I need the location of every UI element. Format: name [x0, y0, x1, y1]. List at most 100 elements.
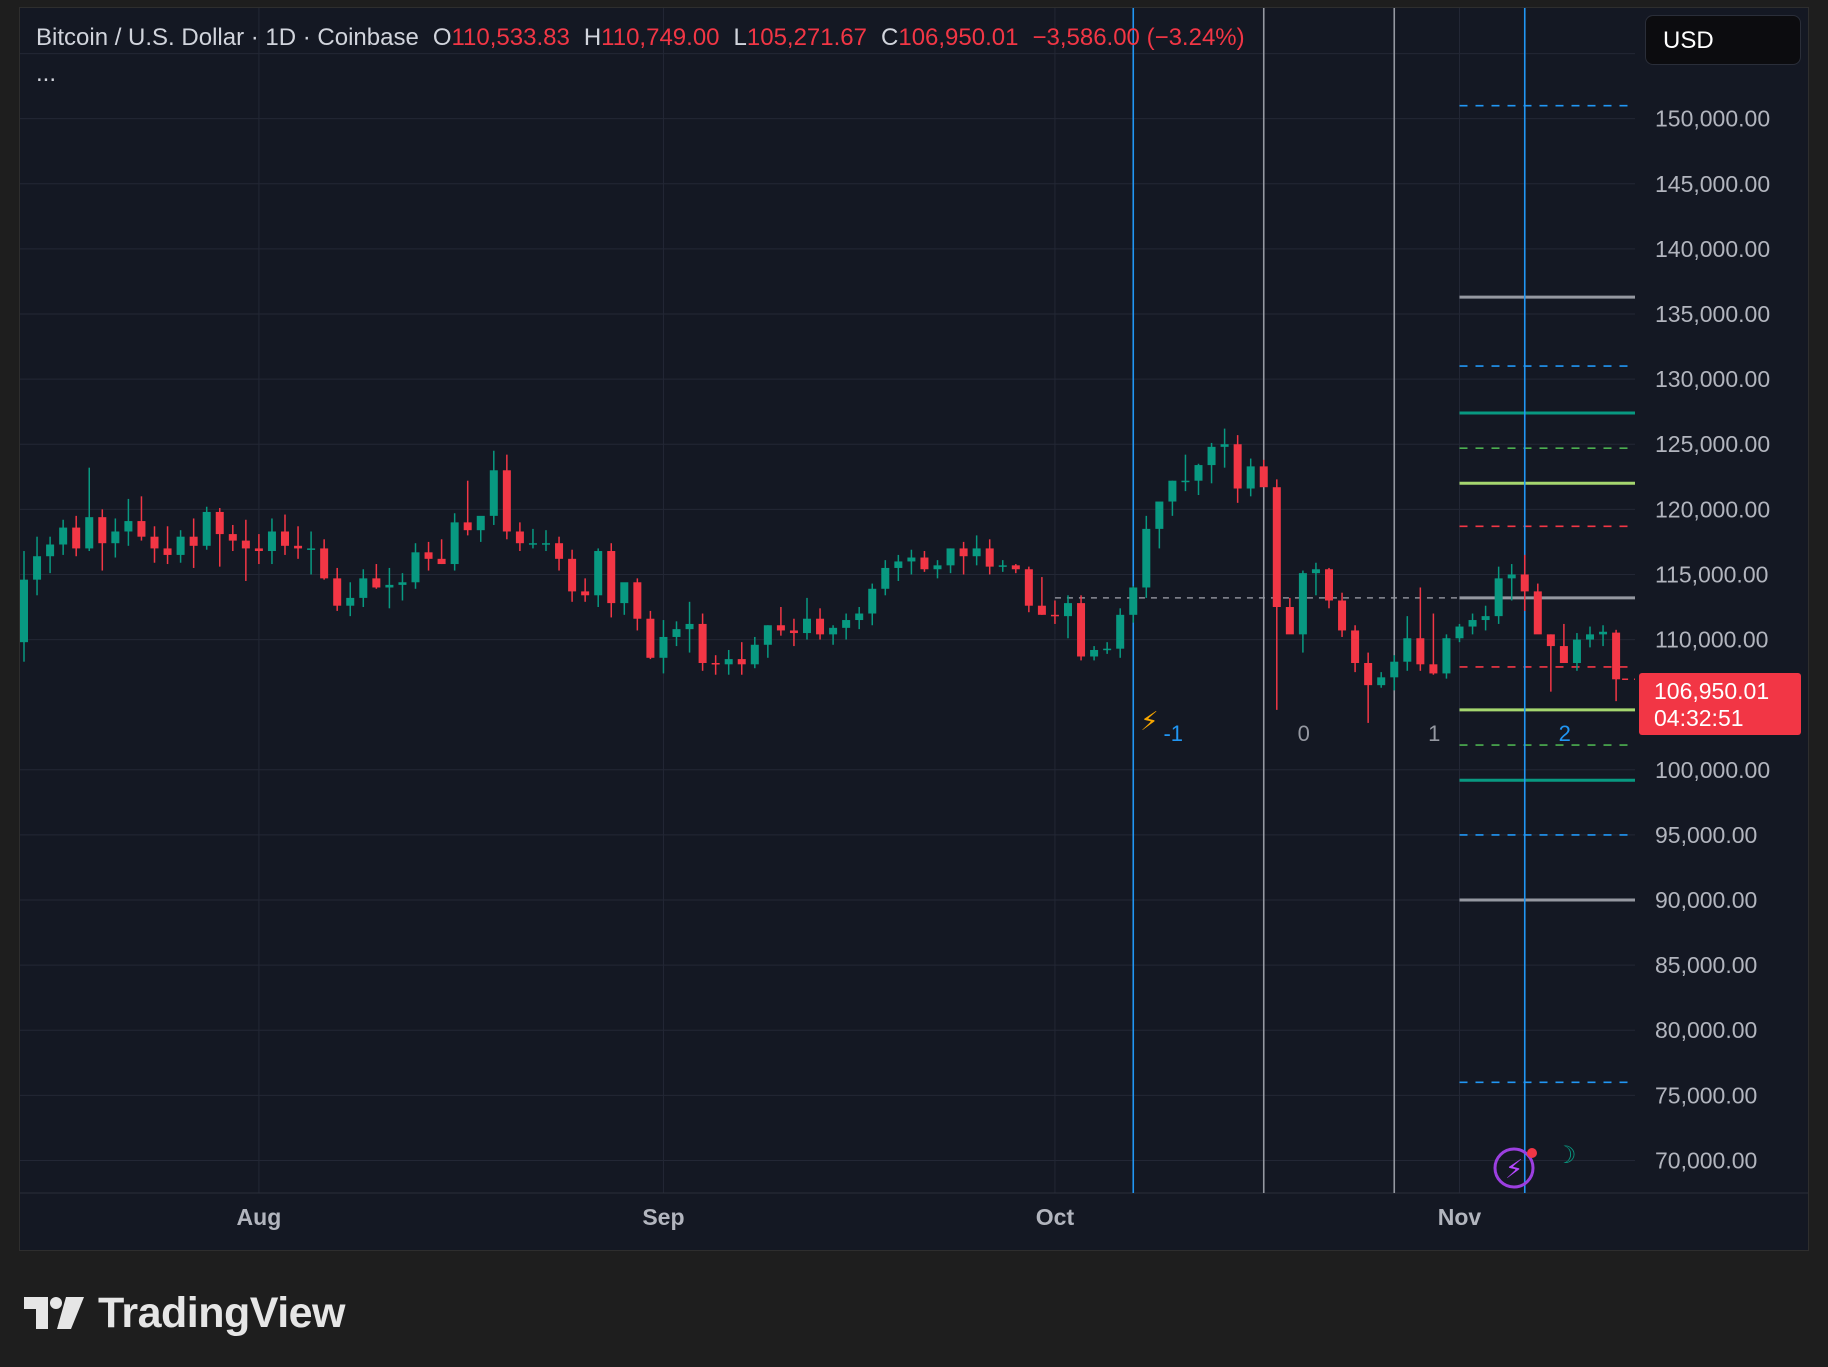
- candle-body: [398, 582, 407, 585]
- price-tick-label: 140,000.00: [1655, 236, 1770, 262]
- candle-body: [294, 545, 303, 549]
- candle-body: [633, 582, 642, 619]
- candle-body: [920, 557, 929, 570]
- candle-body: [737, 659, 746, 665]
- candle-body: [1207, 446, 1216, 466]
- candle-body: [163, 548, 172, 555]
- candle-body: [1612, 632, 1621, 680]
- candle-body: [98, 517, 107, 544]
- candle-body: [1520, 574, 1529, 592]
- candle-body: [1533, 591, 1542, 635]
- candle-body: [1103, 648, 1112, 651]
- candle-body: [228, 534, 237, 541]
- candle-body: [816, 618, 825, 635]
- candle-body: [46, 544, 55, 557]
- candle-body: [437, 558, 446, 565]
- candle-body: [763, 625, 772, 645]
- candle-body: [1455, 626, 1464, 639]
- price-tick-label: 100,000.00: [1655, 757, 1770, 783]
- currency-selector[interactable]: USD: [1645, 15, 1801, 65]
- price-tick-label: 125,000.00: [1655, 431, 1770, 457]
- candle-body: [868, 588, 877, 614]
- time-tick-label: Nov: [1438, 1204, 1482, 1230]
- candle-body: [1142, 528, 1151, 588]
- candle-body: [515, 531, 524, 544]
- sparkle-icon: ⚡: [1505, 1155, 1523, 1185]
- legend-more-button[interactable]: ...: [36, 60, 57, 87]
- price-tick-label: 70,000.00: [1655, 1147, 1757, 1173]
- cycle-label: -1: [1163, 721, 1183, 746]
- candle-body: [972, 548, 981, 557]
- candle-body: [346, 597, 355, 606]
- candle-body: [124, 521, 133, 532]
- high-value: 110,749.00: [601, 24, 720, 51]
- close-value: 106,950.01: [898, 24, 1019, 51]
- candle-body: [750, 644, 759, 665]
- candle-body: [241, 540, 250, 549]
- candle-body: [111, 531, 120, 544]
- candle-body: [1338, 600, 1347, 631]
- candle-body: [150, 536, 159, 549]
- cycle-label: 1: [1428, 721, 1440, 746]
- candle-body: [542, 543, 550, 545]
- low-key: L: [733, 24, 747, 51]
- candle-body: [659, 636, 668, 658]
- candle-body: [1481, 616, 1490, 621]
- candle-body: [829, 627, 838, 635]
- candle-body: [685, 623, 694, 630]
- candle-body: [776, 625, 785, 631]
- candle-body: [489, 470, 498, 516]
- candle-body: [1181, 480, 1190, 483]
- candle-body: [215, 511, 224, 535]
- time-tick-label: Aug: [237, 1204, 282, 1230]
- candle-body: [1507, 574, 1516, 579]
- candle-body: [724, 659, 733, 665]
- candle-body: [855, 613, 864, 621]
- symbol-title[interactable]: Bitcoin / U.S. Dollar · 1D · Coinbase: [36, 24, 419, 51]
- candle-body: [594, 551, 603, 596]
- moon-icon: ☽: [1555, 1141, 1577, 1169]
- candle-body: [1024, 569, 1033, 606]
- price-tick-label: 135,000.00: [1655, 301, 1770, 327]
- candle-body: [1129, 587, 1138, 615]
- cycle-label: 2: [1559, 721, 1571, 746]
- candle-body: [711, 663, 720, 665]
- last-price-value: 106,950.01: [1654, 678, 1770, 704]
- candle-body: [646, 618, 655, 658]
- bar-countdown: 04:32:51: [1654, 705, 1744, 731]
- cycle-label: 0: [1298, 721, 1310, 746]
- candle-body: [803, 618, 811, 634]
- candle-body: [1090, 649, 1099, 657]
- candle-body: [1272, 487, 1281, 608]
- candlestick-chart[interactable]: 155,000.00150,000.00145,000.00140,000.00…: [20, 8, 1809, 1251]
- candle-body: [1298, 573, 1307, 635]
- candle-body: [424, 552, 433, 559]
- candle-body: [698, 623, 707, 664]
- notification-dot-icon: [1527, 1148, 1537, 1158]
- chart-panel[interactable]: 155,000.00150,000.00145,000.00140,000.00…: [19, 7, 1809, 1251]
- candle-body: [1311, 569, 1320, 574]
- candle-body: [1586, 634, 1594, 640]
- candle-body: [1194, 465, 1203, 481]
- candle-body: [568, 558, 577, 592]
- candle-body: [20, 579, 28, 643]
- candle-body: [894, 561, 903, 568]
- candle-body: [1285, 607, 1294, 635]
- price-tick-label: 95,000.00: [1655, 822, 1757, 848]
- tradingview-logo-icon: [24, 1297, 84, 1329]
- price-tick-label: 80,000.00: [1655, 1017, 1757, 1043]
- brand-footer[interactable]: TradingView: [24, 1288, 346, 1338]
- candle-body: [385, 584, 394, 588]
- candle-body: [59, 527, 68, 545]
- candle-body: [933, 565, 942, 570]
- candle-body: [137, 521, 146, 537]
- high-key: H: [583, 24, 602, 51]
- candle-body: [607, 551, 616, 604]
- last-price-label: 106,950.01 04:32:51: [1639, 673, 1801, 735]
- candle-body: [1546, 634, 1555, 647]
- candle-body: [528, 543, 537, 545]
- candle-body: [1364, 663, 1373, 686]
- price-tick-label: 130,000.00: [1655, 366, 1770, 392]
- candle-body: [620, 582, 629, 604]
- price-tick-label: 150,000.00: [1655, 106, 1770, 132]
